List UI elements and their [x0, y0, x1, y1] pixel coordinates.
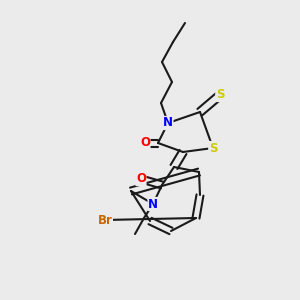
Text: S: S	[209, 142, 217, 154]
Text: O: O	[140, 136, 150, 149]
Text: N: N	[148, 197, 158, 211]
Text: O: O	[136, 172, 146, 185]
Text: Br: Br	[98, 214, 112, 226]
Text: N: N	[163, 116, 173, 130]
Text: S: S	[216, 88, 224, 101]
